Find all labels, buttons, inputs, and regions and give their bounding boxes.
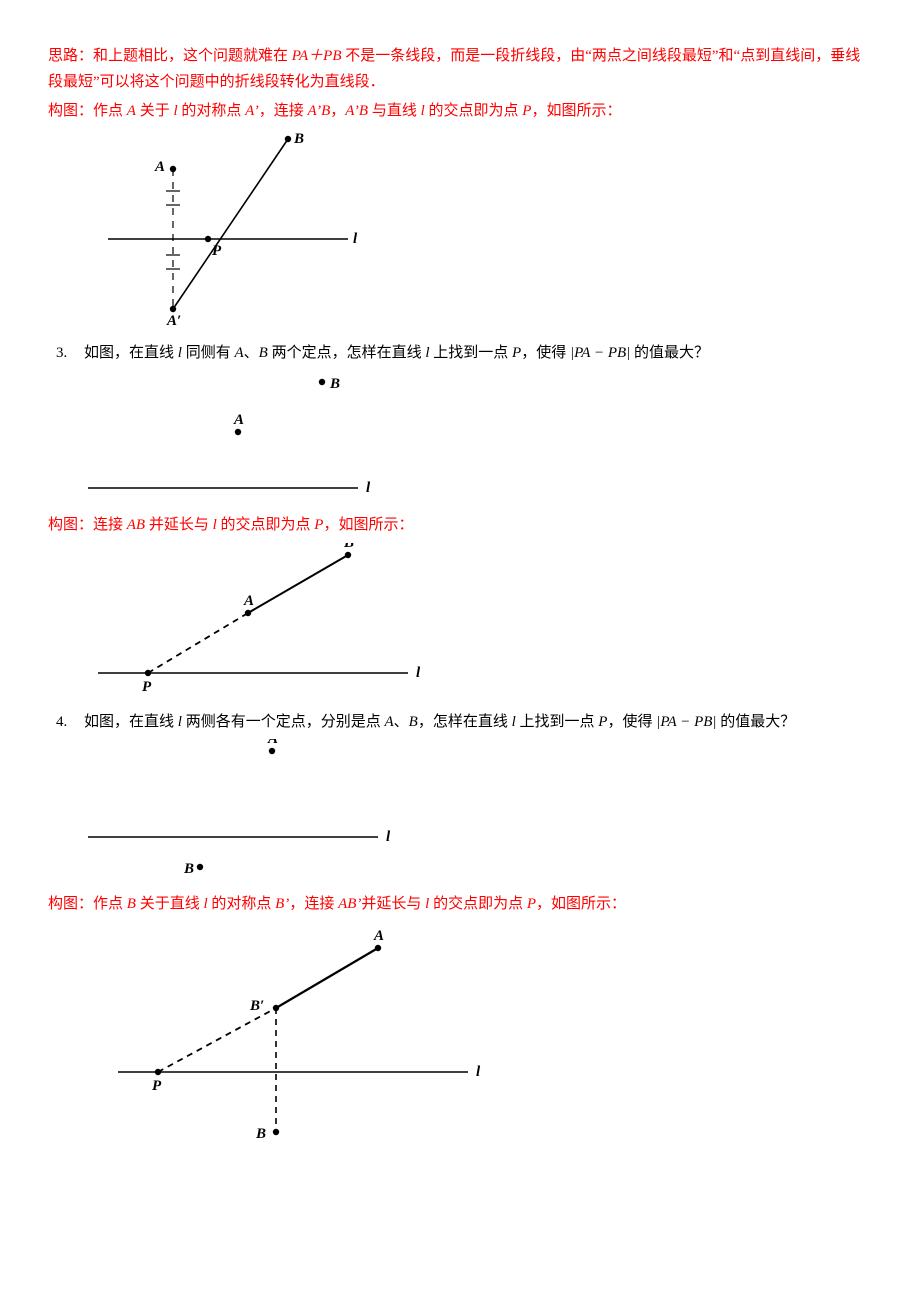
- svg-text:B: B: [183, 861, 194, 877]
- figure-5: l P B′ A B: [88, 922, 508, 1152]
- t: 的交点即为点: [429, 896, 527, 912]
- svg-text:A: A: [373, 928, 384, 944]
- m: B: [127, 896, 136, 912]
- idea-paragraph: 思路：和上题相比，这个问题就难在 PA＋PB 不是一条线段，而是一段折线段，由“…: [48, 44, 872, 95]
- m: AB: [127, 517, 145, 533]
- m: P: [527, 896, 536, 912]
- m: A: [127, 103, 136, 119]
- svg-text:P: P: [152, 1078, 162, 1094]
- t: 构图：连接: [48, 517, 127, 533]
- m: B: [259, 345, 268, 361]
- m: P: [512, 345, 521, 361]
- svg-text:P: P: [212, 243, 222, 259]
- problem-number: 3.: [56, 341, 84, 367]
- t: ，: [330, 103, 345, 119]
- svg-text:B: B: [293, 131, 304, 147]
- t: 同侧有: [182, 345, 235, 361]
- svg-text:l: l: [386, 829, 391, 845]
- svg-text:l: l: [416, 665, 421, 681]
- construction-2: 构图：连接 AB 并延长与 l 的交点即为点 P，如图所示：: [48, 513, 872, 539]
- figure-4: l A B: [88, 739, 418, 884]
- t: 的对称点: [208, 896, 276, 912]
- m: A’: [245, 103, 259, 119]
- t: 的交点即为点: [217, 517, 315, 533]
- m: AB’: [338, 896, 361, 912]
- t: 关于直线: [136, 896, 204, 912]
- figure-1: l A A′ B P: [88, 129, 388, 329]
- m: A’B: [345, 103, 368, 119]
- t: ，如图所示：: [531, 103, 621, 119]
- t: 的值最大？: [630, 345, 709, 361]
- svg-text:B′: B′: [249, 998, 264, 1014]
- m: |PA − PB|: [570, 345, 630, 361]
- t: ，使得: [607, 714, 656, 730]
- t: 两侧各有一个定点，分别是点: [182, 714, 385, 730]
- t: ，如图所示：: [536, 896, 626, 912]
- t: 如图，在直线: [84, 714, 178, 730]
- figure-3: l P A B: [88, 543, 448, 698]
- m: B: [409, 714, 418, 730]
- t: 并延长与: [145, 517, 213, 533]
- svg-text:B: B: [329, 376, 340, 392]
- expr-papb: PA＋PB: [292, 48, 342, 64]
- t: 关于: [136, 103, 174, 119]
- t: ，如图所示：: [323, 517, 413, 533]
- t: ，怎样在直线: [418, 714, 512, 730]
- t: ，连接: [259, 103, 308, 119]
- figure-2: l A B: [88, 370, 398, 505]
- t: 的交点即为点: [425, 103, 523, 119]
- svg-text:A: A: [243, 593, 254, 609]
- problem-4: 4.如图，在直线 l 两侧各有一个定点，分别是点 A、B，怎样在直线 l 上找到…: [48, 710, 872, 736]
- construction-3: 构图：作点 B 关于直线 l 的对称点 B’，连接 AB’并延长与 l 的交点即…: [48, 892, 872, 918]
- svg-text:A: A: [154, 159, 165, 175]
- m: A: [234, 345, 243, 361]
- t: 构图：作点: [48, 896, 127, 912]
- t: 并延长与: [361, 896, 425, 912]
- t: 两个定点，怎样在直线: [268, 345, 426, 361]
- t: 如图，在直线: [84, 345, 178, 361]
- t: 与直线: [368, 103, 421, 119]
- svg-text:l: l: [353, 231, 358, 247]
- text: 思路：和上题相比，这个问题就难在: [48, 48, 292, 64]
- svg-text:l: l: [366, 480, 371, 496]
- t: 、: [244, 345, 259, 361]
- t: 的值最大？: [717, 714, 796, 730]
- t: 的对称点: [178, 103, 246, 119]
- problem-number: 4.: [56, 710, 84, 736]
- svg-text:l: l: [476, 1064, 481, 1080]
- t: 、: [394, 714, 409, 730]
- problem-3: 3.如图，在直线 l 同侧有 A、B 两个定点，怎样在直线 l 上找到一点 P，…: [48, 341, 872, 367]
- svg-text:B: B: [343, 543, 354, 551]
- t: ，使得: [521, 345, 570, 361]
- m: A: [384, 714, 393, 730]
- m: B’: [275, 896, 289, 912]
- t: 上找到一点: [516, 714, 599, 730]
- m: A’B: [308, 103, 331, 119]
- svg-text:B: B: [255, 1126, 266, 1142]
- m: |PA − PB|: [656, 714, 716, 730]
- t: 构图：作点: [48, 103, 127, 119]
- t: 上找到一点: [430, 345, 513, 361]
- construction-1: 构图：作点 A 关于 l 的对称点 A’，连接 A’B，A’B 与直线 l 的交…: [48, 99, 872, 125]
- svg-text:A: A: [233, 412, 244, 428]
- svg-text:A: A: [267, 739, 278, 747]
- svg-text:A′: A′: [166, 313, 181, 329]
- t: ，连接: [289, 896, 338, 912]
- svg-text:P: P: [142, 679, 152, 695]
